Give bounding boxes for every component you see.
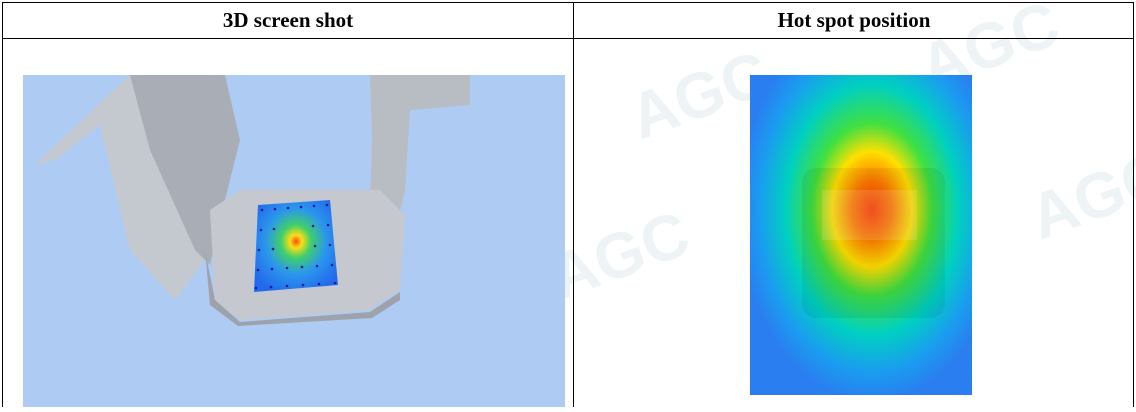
header-cell: Hot spot position [778, 8, 931, 32]
header-cell: 3D screen shot [223, 8, 353, 32]
watermark: AGC [1020, 137, 1136, 253]
hotspot-map [750, 75, 972, 395]
screenshot-3d [23, 75, 565, 407]
